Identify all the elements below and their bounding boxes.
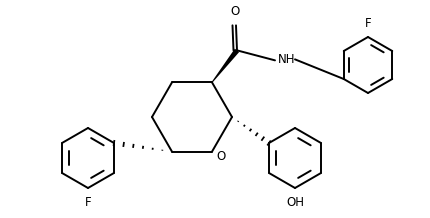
Text: F: F bbox=[365, 17, 372, 30]
Polygon shape bbox=[212, 49, 239, 83]
Text: NH: NH bbox=[278, 53, 295, 66]
Text: O: O bbox=[216, 150, 225, 163]
Text: OH: OH bbox=[286, 196, 304, 209]
Text: F: F bbox=[85, 196, 91, 209]
Text: O: O bbox=[230, 5, 240, 18]
